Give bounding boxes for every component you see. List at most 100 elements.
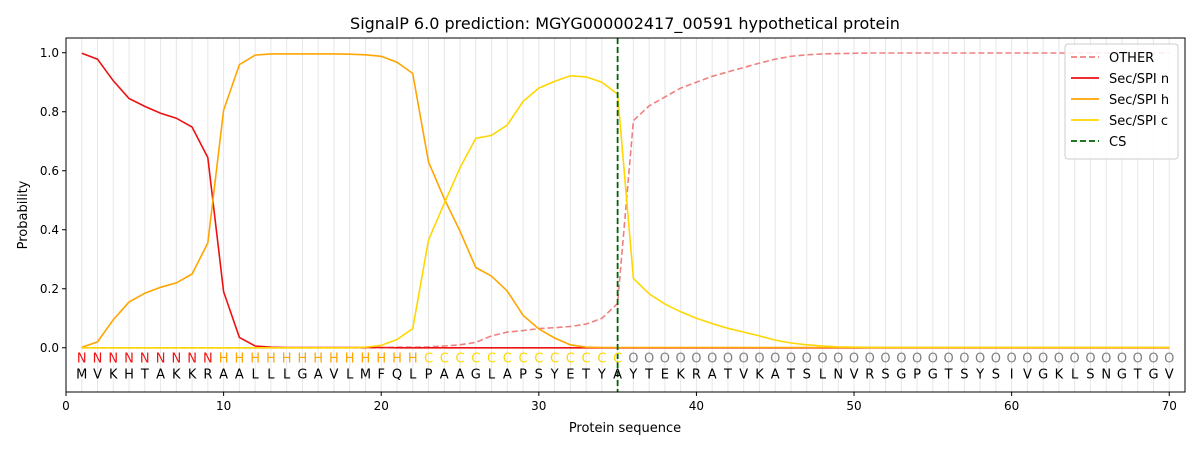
sequence-residue: S <box>992 368 1000 383</box>
region-label: O <box>1148 352 1158 367</box>
legend: OTHER Sec/SPI n Sec/SPI h Sec/SPI c CS <box>1064 43 1179 160</box>
sequence-residue: T <box>644 368 653 383</box>
sequence-residue: K <box>109 368 118 383</box>
sequence-residue: S <box>960 368 968 383</box>
sequence-residue: S <box>1086 368 1094 383</box>
region-label: H <box>376 352 386 367</box>
region-label: O <box>770 352 780 367</box>
region-label: H <box>361 352 371 367</box>
sequence-residue: A <box>235 368 244 383</box>
sequence-residue: T <box>140 368 149 383</box>
sequence-residue: A <box>613 368 622 383</box>
y-axis-label: Probability <box>16 180 31 249</box>
region-label: H <box>219 352 229 367</box>
region-label: N <box>156 352 166 367</box>
sequence-residue: L <box>283 368 291 383</box>
sequence-residue: L <box>1071 368 1079 383</box>
sequence-residue: M <box>360 368 371 383</box>
region-label: O <box>1022 352 1032 367</box>
sequence-residue: G <box>928 368 938 383</box>
region-label: O <box>739 352 749 367</box>
region-label: C <box>487 352 496 367</box>
sequence-residue: P <box>519 368 527 383</box>
legend-box <box>1064 43 1179 160</box>
region-label: O <box>912 352 922 367</box>
region-label: C <box>503 352 512 367</box>
region-label: O <box>849 352 859 367</box>
region-label: O <box>865 352 875 367</box>
x-tick-label: 20 <box>374 399 389 413</box>
sequence-residue: G <box>896 368 906 383</box>
region-label: O <box>786 352 796 367</box>
region-label: O <box>1085 352 1095 367</box>
sequence-residue: V <box>739 368 748 383</box>
region-label: O <box>723 352 733 367</box>
sequence-residue: T <box>581 368 590 383</box>
sequence-residue: S <box>535 368 543 383</box>
region-label: N <box>124 352 134 367</box>
sequence-residue: K <box>755 368 764 383</box>
sequence-residue: R <box>865 368 874 383</box>
region-label: O <box>1054 352 1064 367</box>
sequence-residue: K <box>676 368 685 383</box>
region-label: O <box>691 352 701 367</box>
region-label: H <box>408 352 418 367</box>
sequence-residue: A <box>771 368 780 383</box>
sequence-residue: V <box>1023 368 1032 383</box>
region-label: O <box>644 352 654 367</box>
sequence-residue: G <box>1038 368 1048 383</box>
y-tick-label: 0.6 <box>40 164 59 178</box>
region-label: O <box>896 352 906 367</box>
region-label: C <box>440 352 449 367</box>
sequence-residue: A <box>456 368 465 383</box>
y-tick-label: 0.0 <box>40 341 59 355</box>
region-label: O <box>1038 352 1048 367</box>
x-axis-label: Protein sequence <box>569 421 681 436</box>
x-tick-label: 70 <box>1162 399 1177 413</box>
region-label: N <box>93 352 103 367</box>
region-label: H <box>250 352 260 367</box>
sequence-residue: F <box>377 368 384 383</box>
region-label: H <box>298 352 308 367</box>
region-label: O <box>1117 352 1127 367</box>
region-label: C <box>613 352 622 367</box>
x-tick-label: 50 <box>846 399 861 413</box>
region-label: O <box>754 352 764 367</box>
region-label: O <box>676 352 686 367</box>
region-label: N <box>203 352 213 367</box>
region-label: O <box>817 352 827 367</box>
legend-label: Sec/SPI h <box>1109 93 1169 108</box>
sequence-residue: Y <box>975 368 984 383</box>
sequence-residue: P <box>425 368 433 383</box>
region-label: H <box>234 352 244 367</box>
sequence-residue: T <box>723 368 732 383</box>
legend-label: CS <box>1109 135 1126 150</box>
x-tick-label: 30 <box>531 399 546 413</box>
region-label: O <box>707 352 717 367</box>
region-label: C <box>582 352 591 367</box>
region-label: C <box>424 352 433 367</box>
region-label: H <box>392 352 402 367</box>
y-tick-label: 0.8 <box>40 105 59 119</box>
region-label: O <box>802 352 812 367</box>
sequence-residue: P <box>913 368 921 383</box>
sequence-residue: V <box>329 368 338 383</box>
sequence-residue: V <box>93 368 102 383</box>
region-label: C <box>455 352 464 367</box>
region-label: O <box>943 352 953 367</box>
sequence-residue: L <box>252 368 260 383</box>
sequence-residue: L <box>409 368 417 383</box>
sequence-residue: K <box>1055 368 1064 383</box>
region-label: O <box>991 352 1001 367</box>
sequence-residue: M <box>76 368 87 383</box>
region-label: H <box>313 352 323 367</box>
sequence-residue: T <box>786 368 795 383</box>
region-label: N <box>108 352 118 367</box>
region-label: O <box>833 352 843 367</box>
sequence-residue: Q <box>392 368 402 383</box>
legend-label: Sec/SPI n <box>1109 72 1169 87</box>
sequence-residue: E <box>661 368 669 383</box>
region-label: C <box>471 352 480 367</box>
